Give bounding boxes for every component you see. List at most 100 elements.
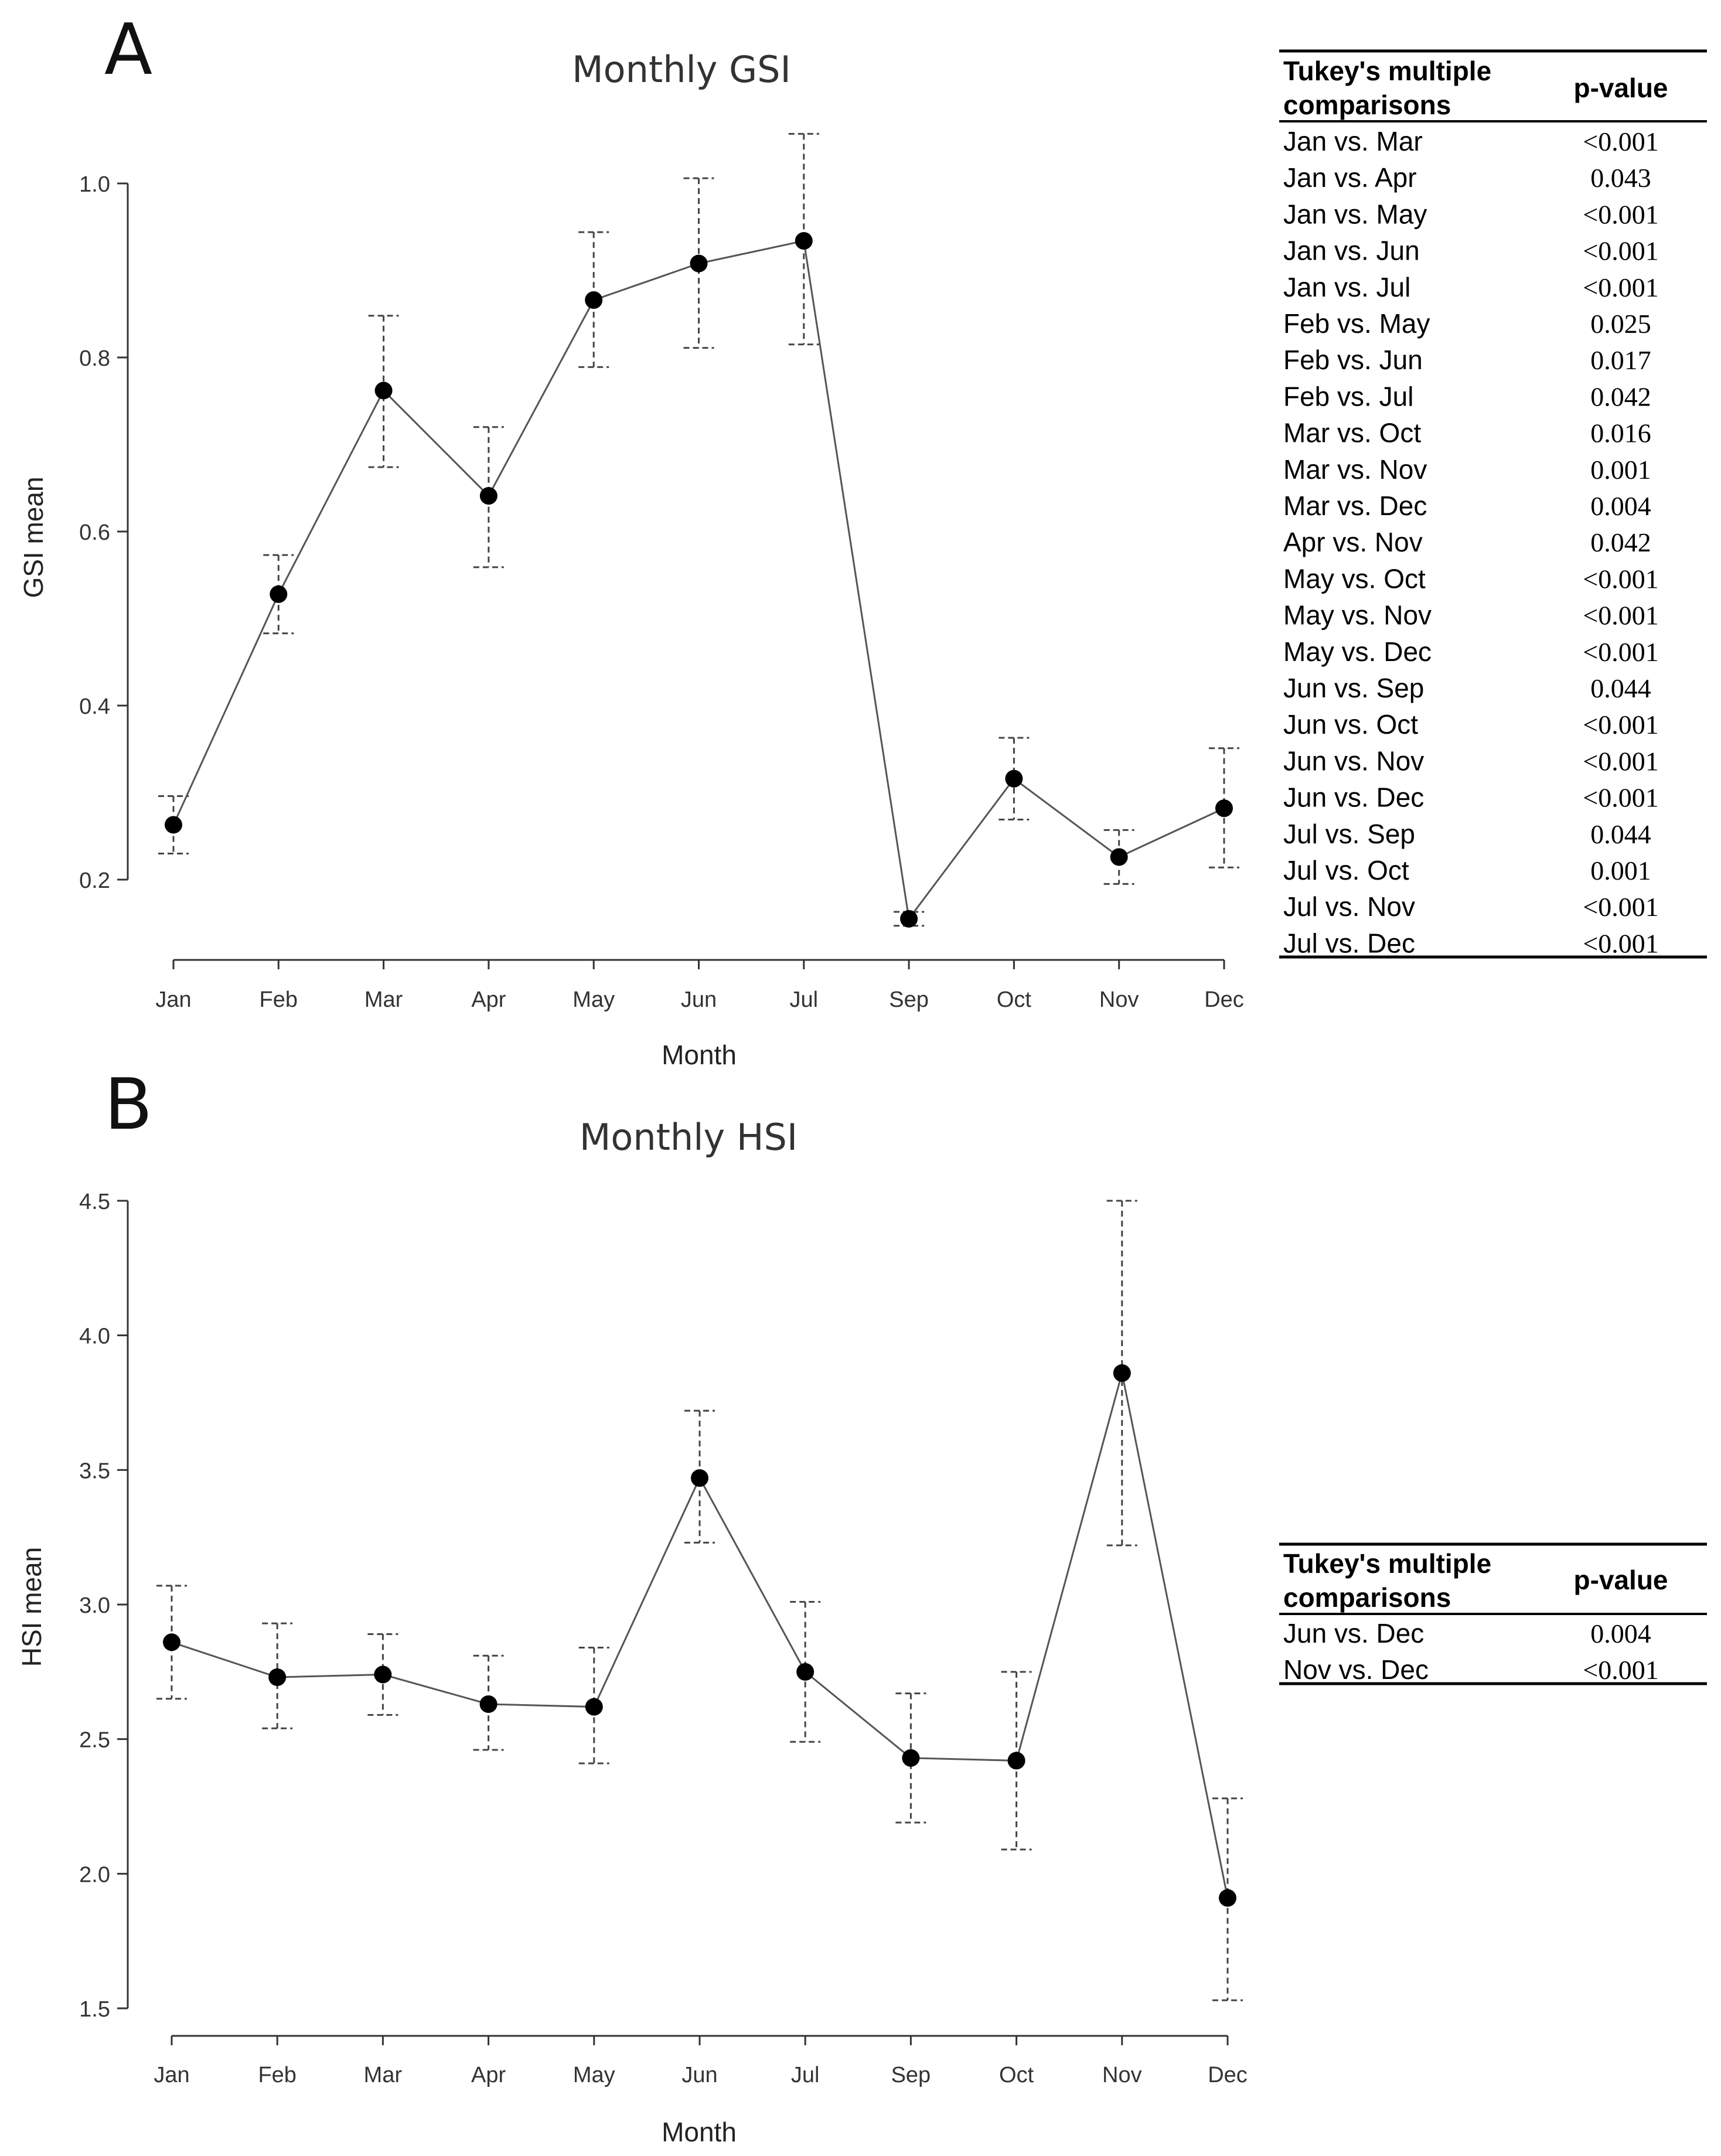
data-point (1219, 1889, 1236, 1907)
x-tick-label: Jan (155, 987, 191, 1012)
x-tick-label: Oct (997, 987, 1032, 1012)
x-tick-label: Jun (681, 2063, 717, 2087)
comparison-cell: May vs. Dec (1283, 636, 1432, 667)
chart-title-gsi: Monthly GSI (572, 48, 791, 91)
x-tick-label: Oct (999, 2063, 1034, 2087)
data-point (585, 1698, 603, 1716)
data-point (1110, 848, 1128, 866)
table-header-comparisons-line1: Tukey's multiple (1283, 56, 1491, 86)
data-point (479, 1695, 497, 1713)
pvalue-cell: <0.001 (1583, 601, 1658, 631)
table-rows: Jun vs. Dec 0.004 Nov vs. Dec <0.001 (1283, 1618, 1659, 1685)
tukey-table-hsi: Tukey's multiple comparisons p-value Jun… (1279, 1542, 1707, 1685)
panel-a: A Monthly GSI Month GSI mean 0.20.40.60.… (18, 9, 1244, 1070)
x-tick-label: Apr (471, 2063, 506, 2087)
x-axis-label-gsi: Month (662, 1040, 737, 1070)
pvalue-cell: 0.044 (1590, 819, 1651, 849)
pvalue-cell: <0.001 (1583, 928, 1658, 958)
table-header-comparisons-line2: comparisons (1283, 1582, 1451, 1613)
pvalue-cell: 0.001 (1590, 455, 1651, 485)
data-point (1113, 1364, 1131, 1382)
comparison-cell: Apr vs. Nov (1283, 527, 1423, 557)
x-tick-label: Feb (260, 987, 298, 1012)
data-point (1215, 799, 1233, 818)
pvalue-cell: <0.001 (1583, 199, 1658, 229)
x-tick-label: Jul (790, 987, 819, 1012)
data-point (479, 487, 497, 505)
chart-title-hsi: Monthly HSI (580, 1116, 798, 1159)
comparison-cell: Mar vs. Nov (1283, 454, 1427, 485)
pvalue-cell: 0.043 (1590, 163, 1651, 193)
comparison-cell: Jan vs. Mar (1283, 126, 1423, 156)
data-point (585, 291, 603, 309)
y-tick-label: 3.0 (79, 1593, 110, 1618)
comparison-cell: Jul vs. Dec (1283, 928, 1415, 958)
comparison-cell: Feb vs. Jun (1283, 345, 1423, 375)
y-tick-label: 0.8 (79, 346, 110, 371)
x-tick-label: Nov (1102, 2063, 1142, 2087)
data-point (163, 1633, 180, 1651)
panel-letter-a: A (104, 9, 152, 91)
data-point (795, 232, 813, 250)
comparison-cell: Feb vs. Jul (1283, 381, 1413, 411)
x-tick-label: Sep (891, 2063, 931, 2087)
x-tick-label: Mar (364, 987, 403, 1012)
pvalue-cell: 0.017 (1590, 345, 1651, 375)
comparison-cell: Jun vs. Dec (1283, 1618, 1424, 1648)
pvalue-cell: <0.001 (1583, 892, 1658, 922)
pvalue-cell: <0.001 (1583, 564, 1658, 594)
x-axis-label-hsi: Month (662, 2117, 737, 2147)
data-point (374, 1665, 392, 1684)
data-point (902, 1749, 920, 1767)
y-tick-label: 1.5 (79, 1997, 110, 2022)
comparison-cell: Jul vs. Nov (1283, 891, 1415, 922)
y-tick-label: 0.4 (79, 694, 110, 719)
data-point (1005, 769, 1023, 788)
y-tick-label: 2.0 (79, 1862, 110, 1887)
x-tick-label: Jul (791, 2063, 820, 2087)
pvalue-cell: 0.044 (1590, 673, 1651, 703)
data-point (270, 585, 288, 603)
pvalue-cell: <0.001 (1583, 710, 1658, 740)
comparison-cell: Jul vs. Oct (1283, 855, 1409, 885)
comparison-cell: Mar vs. Oct (1283, 418, 1421, 448)
table-header-pvalue: p-value (1573, 73, 1668, 103)
pvalue-cell: 0.004 (1590, 491, 1651, 521)
table-header-pvalue: p-value (1573, 1565, 1668, 1595)
x-tick-label: May (572, 987, 615, 1012)
comparison-cell: Feb vs. May (1283, 308, 1430, 339)
comparison-cell: Jul vs. Sep (1283, 819, 1415, 849)
x-tick-label: May (573, 2063, 615, 2087)
comparison-cell: Jan vs. Jul (1283, 272, 1410, 302)
pvalue-cell: <0.001 (1583, 236, 1658, 266)
comparison-cell: Jan vs. May (1283, 199, 1427, 229)
pvalue-cell: <0.001 (1583, 746, 1658, 776)
y-tick-label: 0.6 (79, 520, 110, 545)
pvalue-cell: 0.042 (1590, 527, 1651, 557)
y-tick-label: 4.5 (79, 1190, 110, 1214)
pvalue-cell: 0.004 (1590, 1619, 1651, 1648)
x-tick-label: Nov (1099, 987, 1139, 1012)
pvalue-cell: 0.001 (1590, 856, 1651, 885)
comparison-cell: May vs. Nov (1283, 600, 1432, 631)
table-header-comparisons-line1: Tukey's multiple (1283, 1548, 1491, 1579)
y-axis-label-hsi: HSI mean (16, 1547, 47, 1667)
comparison-cell: Jun vs. Oct (1283, 709, 1418, 740)
x-tick-label: Jun (681, 987, 717, 1012)
y-tick-label: 4.0 (79, 1324, 110, 1349)
comparison-cell: Jan vs. Jun (1283, 236, 1420, 266)
data-point (690, 254, 708, 273)
panel-b: B Monthly HSI Month HSI mean 1.5 2.0 2.5 3.… (16, 1064, 1248, 2147)
table-rows: Jan vs. Mar <0.001 Jan vs. Apr 0.043 Jan vs.… (1283, 126, 1659, 958)
y-tick-label: 3.5 (79, 1459, 110, 1483)
data-point (165, 816, 182, 834)
data-point (1007, 1752, 1025, 1770)
y-tick-label: 2.5 (79, 1728, 110, 1753)
comparison-cell: Jun vs. Dec (1283, 782, 1424, 813)
data-point (691, 1469, 708, 1487)
y-tick-label: 0.2 (79, 868, 110, 893)
pvalue-cell: 0.042 (1590, 382, 1651, 411)
comparison-cell: Mar vs. Dec (1283, 491, 1427, 521)
data-point (268, 1668, 287, 1687)
